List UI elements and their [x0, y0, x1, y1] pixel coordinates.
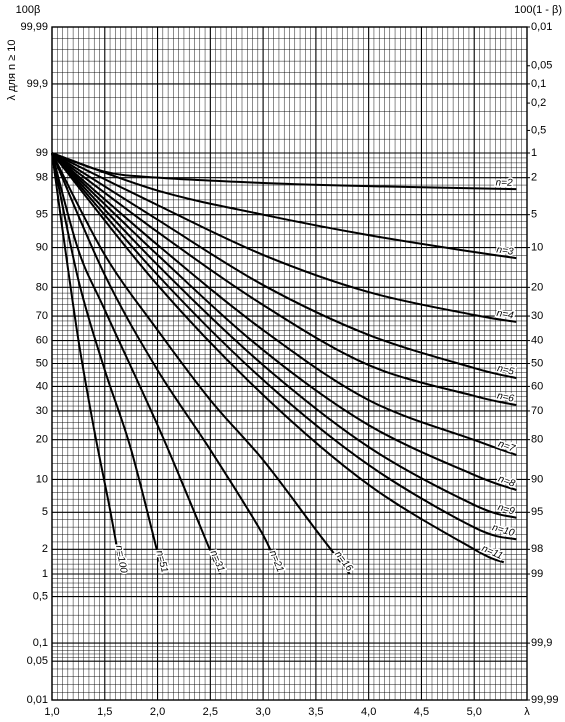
curve	[51, 152, 517, 491]
x-tick-label: 2,5	[203, 706, 218, 718]
y-tick-label: 99	[36, 147, 48, 159]
y-tick-label: 50	[36, 357, 48, 369]
x-tick-label: 4,5	[414, 706, 429, 718]
x-tick-label: 3,0	[255, 706, 270, 718]
y2-tick-label: 99	[531, 568, 543, 580]
y2-tick-label: 20	[531, 281, 543, 293]
y2-tick-label: 0,1	[531, 78, 546, 90]
y-tick-label: 5	[42, 506, 48, 518]
curve	[51, 152, 123, 575]
curve-label: n=9	[496, 502, 516, 518]
curve	[51, 152, 164, 575]
y2-tick-label: 0,2	[531, 97, 546, 109]
y-tick-label: 99,99	[20, 21, 48, 33]
x-label: λ	[524, 706, 530, 718]
y2-tick-label: 98	[531, 543, 543, 555]
x-tick-label: 4,0	[361, 706, 376, 718]
curve-label: n=3	[496, 244, 515, 257]
y-tick-label: 0,05	[27, 655, 48, 667]
curve	[51, 152, 517, 456]
curve-label: n=6	[496, 390, 515, 404]
y2-tick-label: 10	[531, 241, 543, 253]
y-tick-label: 60	[36, 334, 48, 346]
x-tick-label: 3,5	[308, 706, 323, 718]
y-tick-label: 0,5	[33, 590, 48, 602]
y-tick-label: 2	[42, 543, 48, 555]
x-tick-label: 5,0	[467, 706, 482, 718]
y2-tick-label: 40	[531, 334, 543, 346]
x-tick-label: 1,0	[44, 706, 59, 718]
y2-tick-label: 30	[531, 310, 543, 322]
y-tick-label: 98	[36, 172, 48, 184]
y-tick-label: 0,1	[33, 637, 48, 649]
y2-title: 100(1 - β)	[514, 4, 562, 16]
curve-label: n=4	[496, 308, 515, 322]
curve	[51, 152, 505, 564]
y-tick-label: 40	[36, 380, 48, 392]
y2-tick-label: 0,05	[531, 60, 552, 72]
y-tick-label: 0,01	[27, 694, 48, 706]
curve	[51, 152, 517, 519]
y-tick-label: 70	[36, 310, 48, 322]
curve-label: n=16	[332, 549, 355, 574]
curve	[51, 152, 517, 407]
curve-label: n=21	[267, 549, 286, 574]
y2-tick-label: 95	[531, 506, 543, 518]
y2-tick-label: 99,9	[531, 637, 552, 649]
y-tick-label: 30	[36, 405, 48, 417]
curve-label: n=7	[497, 439, 517, 455]
y2-tick-label: 0,01	[531, 21, 552, 33]
y2-tick-label: 0,5	[531, 124, 546, 136]
y-tick-label: 10	[36, 473, 48, 485]
y2-tick-label: 90	[531, 473, 543, 485]
y-tick-label: 90	[36, 241, 48, 253]
y-tick-label: 99,9	[27, 78, 48, 90]
curve	[51, 152, 221, 575]
y-note: λ для n ≥ 10	[6, 40, 18, 101]
curve-label: n=2	[495, 177, 513, 188]
y2-tick-label: 2	[531, 172, 537, 184]
curve-label: n=8	[497, 474, 517, 490]
y2-tick-label: 50	[531, 357, 543, 369]
y2-tick-label: 80	[531, 434, 543, 446]
y-tick-label: 95	[36, 209, 48, 221]
curve	[51, 152, 517, 323]
y2-tick-label: 1	[531, 147, 537, 159]
y2-tick-label: 70	[531, 405, 543, 417]
curve-label: n=51	[154, 549, 170, 574]
y-title: 100β	[16, 4, 41, 16]
curve-label: n=5	[496, 363, 515, 378]
x-tick-label: 2,0	[150, 706, 165, 718]
y-tick-label: 80	[36, 281, 48, 293]
curve	[51, 152, 351, 575]
curve	[51, 152, 517, 260]
y2-tick-label: 5	[531, 209, 537, 221]
y2-tick-label: 99,99	[531, 694, 559, 706]
y2-tick-label: 60	[531, 380, 543, 392]
curve	[51, 152, 280, 575]
y-tick-label: 1	[42, 568, 48, 580]
x-tick-label: 1,5	[97, 706, 112, 718]
curve	[51, 152, 517, 541]
plot-frame	[51, 26, 528, 701]
curve	[51, 152, 517, 380]
y-tick-label: 20	[36, 434, 48, 446]
